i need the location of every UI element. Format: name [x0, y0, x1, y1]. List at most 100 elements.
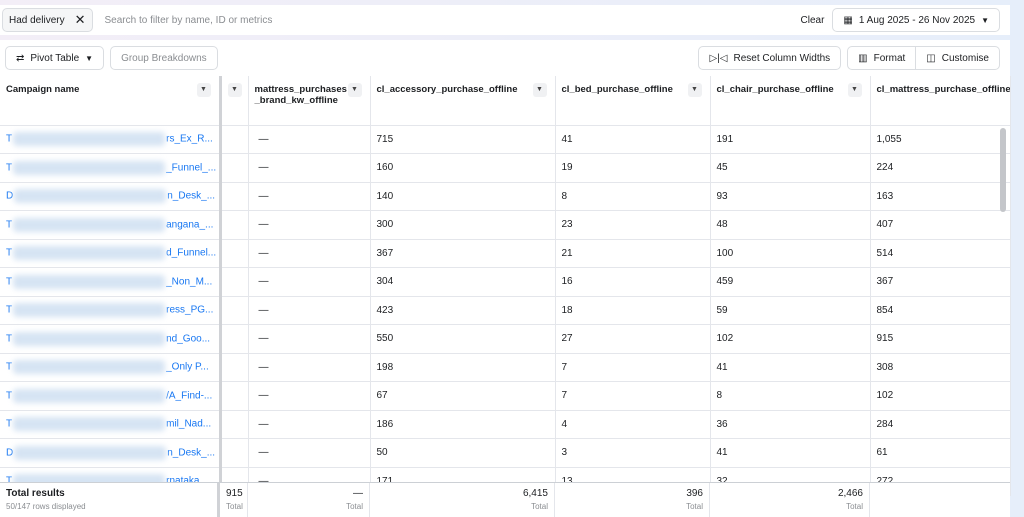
column-menu-icon[interactable]: ▼ [347, 83, 362, 97]
name-prefix: T [6, 304, 13, 316]
table-cell: 198 [370, 353, 556, 382]
table-cell: 7 [555, 381, 711, 411]
total-cell: 915 Total [220, 483, 248, 517]
close-icon[interactable]: ✕ [74, 12, 86, 27]
pivot-table-button[interactable]: ⇄ Pivot Table ▼ [5, 46, 105, 70]
table-cell: — [248, 438, 371, 468]
chevron-down-icon: ▼ [981, 15, 989, 25]
column-header[interactable]: cl_mattress_purchase_offline [870, 76, 1011, 126]
totals-row: Total results 50/147 rows displayed 915 To… [0, 482, 1010, 517]
column-label: Campaign name [6, 84, 80, 95]
redacted-text [13, 417, 166, 432]
reset-column-widths-button[interactable]: ▷|◁ Reset Column Widths [698, 46, 842, 70]
column-label: mattress_purchases_brand_kw_offline [254, 84, 347, 106]
table-cell: — [248, 210, 371, 240]
table-cell [220, 210, 249, 240]
table-cell: — [248, 353, 371, 382]
filter-chip[interactable]: Had delivery ✕ [2, 8, 93, 32]
column-header[interactable]: cl_accessory_purchase_offline ▼ [370, 76, 556, 126]
table-cell: 93 [710, 182, 871, 211]
campaign-name-link[interactable]: T _Only P... [0, 353, 222, 382]
redacted-text [13, 246, 166, 261]
rows-displayed: 50/147 rows displayed [6, 502, 86, 511]
table-cell: 45 [710, 153, 871, 183]
format-icon: ▥ [858, 52, 868, 64]
clear-button[interactable]: Clear [800, 14, 825, 26]
table-cell: 61 [870, 438, 1011, 468]
column-menu-icon[interactable]: ▼ [227, 83, 242, 97]
table-cell: — [248, 324, 371, 354]
column-label: cl_mattress_purchase_offline [876, 84, 1010, 95]
table-cell: 224 [870, 153, 1011, 183]
calendar-icon: ▦ [843, 14, 853, 26]
format-button[interactable]: ▥ Format [847, 46, 917, 70]
table-row: T _Funnel_... —160 19 45 224 [0, 153, 1011, 183]
name-prefix: T [6, 219, 13, 231]
format-label: Format [873, 52, 906, 64]
campaign-name-link[interactable]: T _Funnel_... [0, 153, 222, 183]
table-cell: 715 [370, 125, 556, 154]
table-cell: 308 [870, 353, 1011, 382]
table-cell: 4 [555, 410, 711, 439]
table-cell: — [248, 296, 371, 325]
column-menu-icon[interactable]: ▼ [532, 83, 547, 97]
name-suffix: ress_PG... [166, 304, 214, 316]
column-menu-icon[interactable]: ▼ [196, 83, 211, 97]
vertical-scrollbar[interactable] [1000, 128, 1006, 212]
search-input[interactable]: Search to filter by name, ID or metrics [104, 14, 273, 26]
table-cell: 41 [710, 438, 871, 468]
table-cell: — [248, 239, 371, 268]
name-prefix: T [6, 162, 13, 174]
total-cell: 396 Total [555, 483, 710, 517]
name-prefix: D [6, 447, 14, 459]
name-suffix: angana_... [166, 219, 214, 231]
name-prefix: T [6, 333, 13, 345]
redacted-text [13, 217, 166, 232]
chip-label: Had delivery [9, 14, 65, 26]
column-header[interactable]: Campaign name ▼ [0, 76, 222, 126]
column-header[interactable]: cl_bed_purchase_offline ▼ [555, 76, 711, 126]
table-cell: 41 [710, 353, 871, 382]
column-header[interactable]: ▼ [220, 76, 249, 126]
table-cell: 915 [870, 324, 1011, 354]
group-breakdowns-button[interactable]: Group Breakdowns [110, 46, 218, 70]
table-cell: 8 [710, 381, 871, 411]
column-menu-icon[interactable]: ▼ [847, 83, 862, 97]
redacted-text [13, 132, 166, 147]
campaign-name-link[interactable]: T _Non_M... [0, 267, 222, 297]
column-header[interactable]: cl_chair_purchase_offline ▼ [710, 76, 871, 126]
redacted-text [14, 189, 167, 204]
table-cell [220, 438, 249, 468]
table-cell: 23 [555, 210, 711, 240]
name-prefix: T [6, 361, 13, 373]
table-cell: — [248, 267, 371, 297]
table-cell: 304 [370, 267, 556, 297]
name-prefix: T [6, 390, 13, 402]
column-header[interactable]: mattress_purchases_brand_kw_offline ▼ [248, 76, 371, 126]
total-label: Total [846, 502, 863, 511]
total-cell: 6,415 Total [370, 483, 555, 517]
column-label: cl_accessory_purchase_offline [376, 84, 518, 95]
date-range-picker[interactable]: ▦ 1 Aug 2025 - 26 Nov 2025 ▼ [832, 8, 1000, 32]
customise-button[interactable]: ◫ Customise [916, 46, 1000, 70]
campaign-name-link[interactable]: T/A_Find-... [0, 381, 222, 411]
name-suffix: rs_Ex_R... [166, 133, 213, 145]
name-prefix: T [6, 133, 13, 145]
column-menu-icon[interactable]: ▼ [687, 83, 702, 97]
table-cell: 27 [555, 324, 711, 354]
table-cell: 407 [870, 210, 1011, 240]
name-suffix: _Only P... [166, 361, 209, 373]
table-cell: — [248, 182, 371, 211]
name-prefix: T [6, 476, 12, 487]
